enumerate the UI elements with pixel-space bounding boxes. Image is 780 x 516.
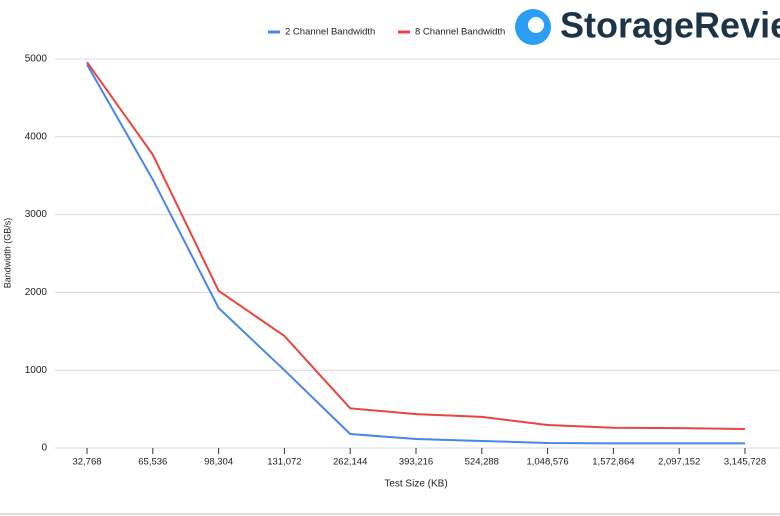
y-tick-label: 1000 — [25, 365, 48, 376]
series-line — [86, 63, 745, 445]
x-tick-label: 393,216 — [399, 457, 433, 468]
legend-label: 8 Channel Bandwidth — [415, 27, 505, 38]
x-tick-label: 1,048,576 — [526, 457, 568, 468]
x-tick-label: 65,536 — [138, 457, 167, 468]
y-tick-label: 2000 — [25, 287, 48, 298]
x-tick-label: 262,144 — [333, 457, 367, 468]
legend-label: 2 Channel Bandwidth — [285, 27, 375, 38]
logo-icon-inner — [528, 17, 544, 33]
y-axis-title: Bandwidth (GB/s) — [2, 218, 12, 289]
x-tick-label: 131,072 — [267, 457, 301, 468]
y-tick-label: 3000 — [25, 209, 48, 220]
x-tick-label: 2,097,152 — [658, 457, 700, 468]
brand-logo: StorageReview — [560, 5, 780, 46]
y-tick-label: 5000 — [25, 54, 48, 65]
x-tick-label: 32,768 — [72, 457, 101, 468]
series-line — [86, 61, 746, 430]
y-tick-label: 0 — [41, 443, 47, 454]
x-tick-label: 524,288 — [465, 457, 499, 468]
x-axis-title: Test Size (KB) — [384, 479, 447, 490]
x-tick-label: 3,145,728 — [724, 457, 766, 468]
x-tick-label: 1,572,864 — [592, 457, 634, 468]
x-tick-label: 98,304 — [204, 457, 233, 468]
y-tick-label: 4000 — [25, 131, 48, 142]
